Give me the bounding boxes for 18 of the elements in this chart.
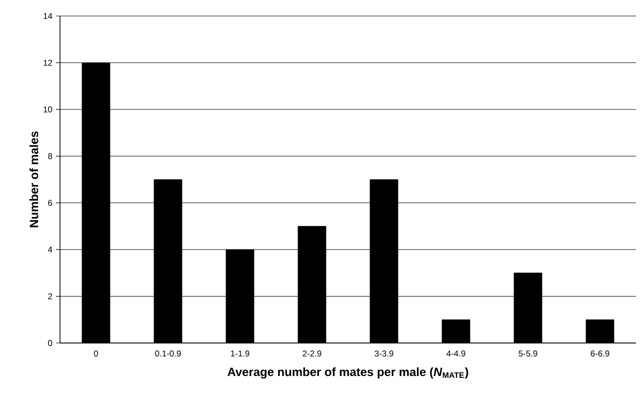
y-tick-label: 8 [48, 153, 52, 160]
x-axis-title: Average number of mates per male (N$_{MATE}$) [228, 367, 468, 379]
x-tick-label: 2-2.9 [302, 350, 322, 357]
y-tick-label: 0 [48, 340, 52, 346]
x-tick-label: 4-4.9 [446, 350, 466, 357]
y-tick-label: 6 [48, 200, 52, 206]
y-tick-label: 14 [44, 13, 52, 19]
y-axis-title: Number of males [29, 132, 38, 228]
x-tick-label: 1-1.9 [230, 350, 250, 357]
y-tick-label: 4 [48, 246, 52, 252]
x-tick-label: 5-5.9 [518, 350, 538, 357]
x-tick-label: 0 [94, 350, 98, 357]
y-tick-label: 12 [44, 60, 52, 66]
x-tick-label: 3-3.9 [374, 350, 394, 357]
x-tick-label: 0.1-0.9 [155, 350, 181, 357]
y-tick-label: 2 [48, 293, 52, 300]
x-tick-label: 6-6.9 [590, 350, 610, 357]
y-tick-label: 10 [44, 106, 52, 112]
